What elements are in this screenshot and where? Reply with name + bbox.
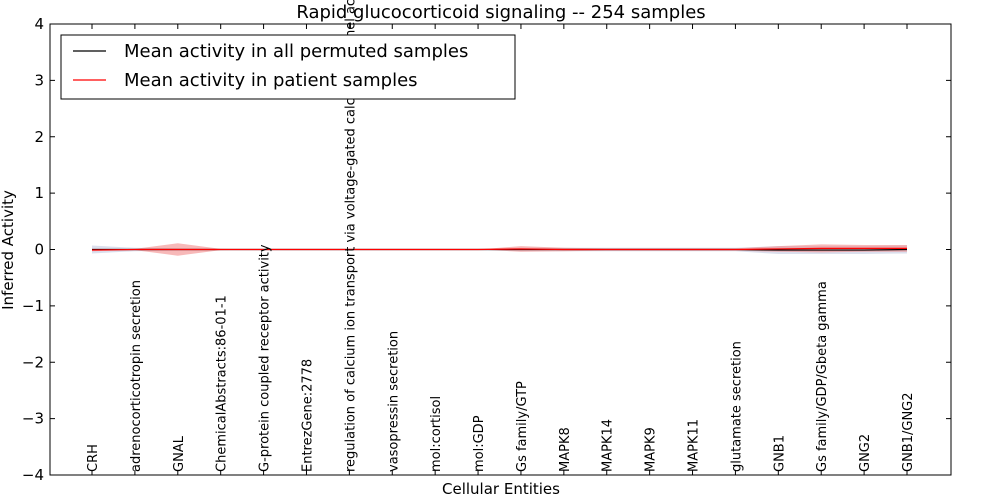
category-label: G-protein coupled receptor activity [258,244,273,472]
y-tick-label: 2 [34,128,44,146]
y-tick-label: 4 [34,15,44,33]
category-label: ChemicalAbstracts:86-01-1 [215,295,230,472]
chart-title: Rapid glucocorticoid signaling -- 254 sa… [296,2,705,23]
category-label: MAPK9 [644,427,659,472]
category-label: glutamate secretion [729,341,744,472]
category-label: MAPK8 [558,427,573,472]
y-axis-label: Inferred Activity [0,190,17,310]
category-labels: CRH adrenocorticotropin secretion GNAL Chem… [86,0,916,472]
category-label: Gs family/GDP/Gbeta gamma [815,281,830,472]
y-tick-label: −4 [22,466,44,484]
legend-label-2: Mean activity in patient samples [124,70,418,91]
category-label: GNAL [172,435,187,472]
series-lines [91,247,908,251]
category-label: mol:GDP [472,415,487,472]
category-label: GNG2 [858,434,873,472]
category-label: EntrezGene:2778 [300,359,315,472]
category-label: GNB1/GNG2 [901,392,916,472]
category-label: CRH [86,444,101,472]
y-tick-label: −1 [22,297,44,315]
legend-label-1: Mean activity in all permuted samples [124,41,468,62]
x-axis [91,24,908,475]
category-label: GNB1 [772,435,787,472]
y-tick-label: −2 [22,353,44,371]
category-label: vasopressin secretion [386,331,401,472]
legend: Mean activity in all permuted samples Mea… [60,34,516,100]
y-tick-label: 1 [34,184,44,202]
y-axis: 4 3 2 1 0 −1 −2 −3 −4 [22,15,951,484]
y-tick-label: 3 [34,71,44,89]
category-label: Gs family/GTP [515,381,530,472]
category-label: mol:cortisol [429,396,444,472]
legend-box [60,34,516,100]
category-label: MAPK11 [687,419,702,472]
series-line-2 [91,247,907,251]
y-tick-label: 0 [34,241,44,259]
category-label: adrenocorticotropin secretion [129,280,144,472]
x-axis-label: Cellular Entities [442,480,560,498]
category-label: MAPK14 [601,419,616,472]
y-tick-label: −3 [22,410,44,428]
category-label: regulation of calcium ion transport via … [343,0,358,472]
